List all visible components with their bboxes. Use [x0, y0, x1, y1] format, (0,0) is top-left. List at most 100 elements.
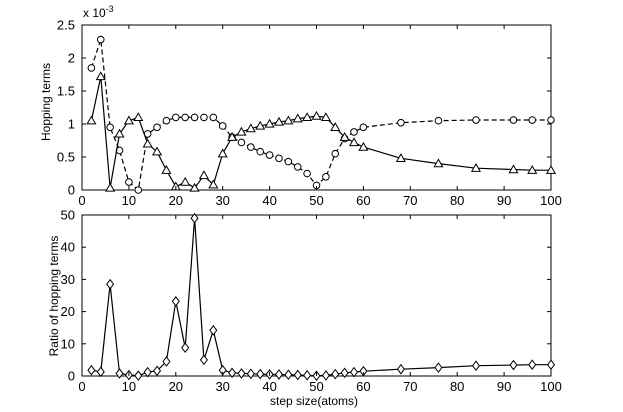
top-circle-marker: [181, 113, 189, 122]
bottom-plot-frame: [81, 214, 552, 377]
top-triangle-marker: [133, 112, 144, 122]
bottom-diamond-marker: [199, 354, 208, 366]
top-x-tick-label: 50: [309, 193, 323, 208]
top-circle-marker: [265, 151, 274, 159]
top-circle-marker: [162, 116, 171, 125]
bottom-diamond-marker: [181, 342, 190, 353]
top-circle-marker: [172, 113, 180, 122]
bottom-diamond-marker: [303, 369, 312, 381]
top-x-tick-label: 100: [540, 193, 562, 208]
bottom-series-group: [87, 212, 556, 382]
top-triangle-marker: [292, 113, 303, 123]
top-circle-marker: [284, 157, 293, 166]
top-circle-marker: [472, 116, 480, 124]
top-triangle-marker: [330, 122, 341, 131]
top-y-tick-label: 2.5: [57, 18, 75, 33]
bottom-series-diamond-line: [91, 218, 551, 377]
top-circle-marker: [509, 116, 518, 124]
top-triangle-marker: [311, 110, 322, 120]
bottom-diamond-marker: [293, 369, 302, 381]
bottom-y-tick-label: 50: [61, 208, 75, 223]
top-x-tick-label: 40: [262, 193, 276, 208]
top-x-tick-label: 10: [122, 193, 136, 208]
bottom-diamond-marker: [134, 370, 143, 382]
top-triangle-marker: [339, 131, 350, 141]
bottom-diamond-marker: [546, 359, 556, 371]
top-x-tick-label: 20: [169, 193, 183, 208]
top-circle-marker: [359, 123, 368, 132]
bottom-x-axis-label: step size(atoms): [270, 394, 358, 408]
top-y-tick-label: 0.5: [57, 150, 75, 165]
bottom-y-tick-label: 0: [68, 369, 75, 384]
top-triangle-marker: [86, 115, 97, 125]
top-triangle-marker: [105, 182, 116, 192]
top-circle-marker: [247, 143, 255, 151]
top-y-tick-label: 1: [68, 117, 75, 132]
top-plot-frame: [81, 24, 552, 191]
bottom-diamond-marker: [349, 366, 359, 378]
top-triangle-marker: [114, 128, 125, 138]
bottom-y-axis-label: Ratio of hopping terms: [47, 236, 61, 357]
bottom-diamond-marker: [143, 366, 152, 378]
bottom-x-tick-label: 90: [497, 379, 511, 394]
top-triangle-marker: [273, 116, 285, 126]
top-triangle-marker: [123, 115, 134, 125]
top-triangle-marker: [264, 118, 275, 128]
bottom-diamond-marker: [209, 324, 218, 336]
top-circle-marker: [434, 116, 443, 125]
bottom-diamond-marker: [171, 295, 180, 307]
top-triangle-marker: [527, 164, 538, 174]
bottom-diamond-marker: [153, 365, 162, 377]
bottom-diamond-marker: [162, 356, 171, 367]
top-circle-marker: [134, 186, 143, 194]
bottom-diamond-marker: [115, 368, 124, 379]
top-triangle-marker: [470, 163, 482, 172]
top-triangle-marker: [227, 131, 238, 141]
top-triangle-marker: [255, 120, 266, 130]
top-circle-marker: [125, 178, 133, 186]
top-circle-marker: [106, 123, 114, 132]
top-y-tick-label: 1.5: [57, 84, 75, 99]
top-triangle-marker: [236, 126, 247, 136]
top-y-axis-label: Hopping terms: [39, 63, 53, 141]
bottom-diamond-marker: [471, 360, 480, 372]
bottom-x-tick-label: 50: [309, 379, 323, 394]
top-series-group: [86, 35, 557, 194]
top-circle-marker: [350, 128, 358, 136]
top-circle-marker: [87, 64, 96, 72]
top-triangle-marker: [358, 141, 369, 151]
top-triangle-marker: [245, 123, 256, 133]
top-x-tick-label: 80: [450, 193, 464, 208]
top-circle-marker: [209, 113, 218, 122]
multiplier-base: x 10: [83, 6, 106, 20]
top-x-tick-label: 90: [497, 193, 511, 208]
multiplier-exponent: -3: [106, 4, 114, 14]
bottom-x-tick-label: 10: [122, 379, 136, 394]
top-circle-marker: [322, 173, 330, 181]
bottom-x-tick-label: 100: [540, 379, 562, 394]
top-triangle-marker: [348, 137, 360, 147]
top-triangle-marker: [198, 170, 210, 180]
top-circle-marker: [200, 113, 208, 122]
bottom-diamond-marker: [274, 369, 284, 380]
bottom-x-tick-label: 60: [356, 379, 370, 394]
top-triangle-marker: [180, 176, 191, 186]
bottom-diamond-marker: [106, 278, 115, 290]
top-circle-marker: [96, 35, 105, 44]
bottom-y-tick-label: 10: [61, 336, 75, 351]
bottom-diamond-marker: [321, 370, 330, 381]
bottom-x-tick-label: 0: [78, 379, 85, 394]
top-triangle-marker: [208, 179, 219, 189]
top-circle-marker: [218, 122, 227, 130]
top-x-tick-label: 70: [403, 193, 417, 208]
bottom-diamond-marker: [434, 362, 443, 373]
top-y-tick-label: 2: [68, 51, 75, 66]
top-triangle-marker: [545, 164, 557, 174]
top-circle-marker: [547, 116, 555, 124]
top-x-tick-label: 60: [356, 193, 370, 208]
top-circle-marker: [331, 149, 340, 158]
top-triangle-marker: [302, 112, 313, 122]
top-circle-marker: [237, 138, 246, 147]
bottom-diamond-marker: [331, 368, 340, 380]
